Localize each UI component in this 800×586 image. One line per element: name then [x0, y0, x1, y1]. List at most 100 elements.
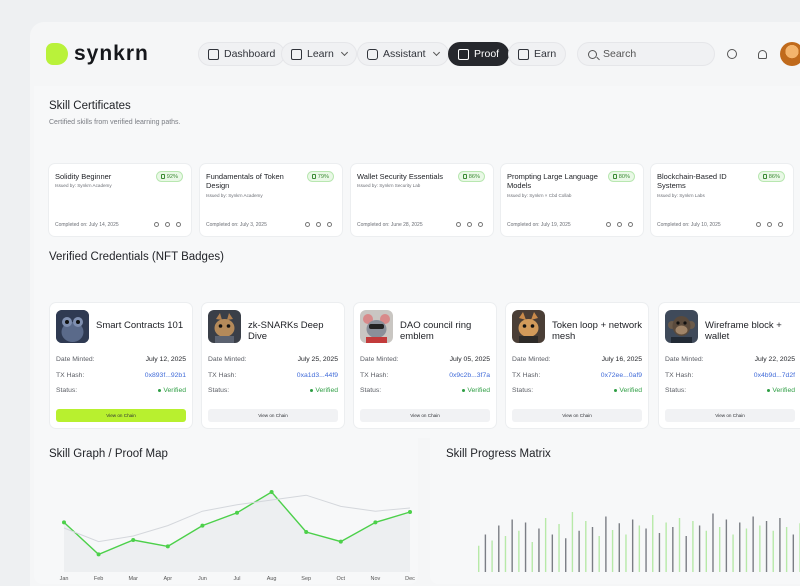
certificate-name: Blockchain-Based ID Systems — [657, 172, 727, 190]
progress-bar — [652, 515, 654, 572]
search-input[interactable]: Search — [577, 42, 715, 66]
certificate-icon — [612, 174, 617, 179]
nft-title: zk-SNARKs Deep Dive — [248, 320, 324, 342]
progress-bar — [745, 528, 748, 572]
logo-mark-icon — [46, 43, 68, 65]
tx-hash-link[interactable]: 0x9c2b...3f7a — [449, 372, 490, 379]
tx-hash-link[interactable]: 0xa1d3...44f9 — [296, 372, 338, 379]
download-icon[interactable] — [154, 222, 159, 227]
skill-graph-card: Skill Graph / Proof Map Jan Feb Mar Apr Jun J… — [34, 432, 418, 584]
nft-badge-card[interactable]: Token loop + network mesh Date Minted: Ju… — [506, 303, 648, 428]
download-icon[interactable] — [756, 222, 761, 227]
progress-bar — [538, 528, 540, 572]
progress-bar — [785, 527, 788, 572]
view-on-chain-button[interactable]: View on Chain — [665, 409, 795, 422]
status-dot-icon — [158, 388, 162, 392]
minted-date: July 12, 2025 — [145, 356, 186, 363]
view-on-chain-button[interactable]: View on Chain — [56, 409, 186, 422]
nft-image-monkey — [665, 310, 698, 343]
minted-label: Date Minted: — [665, 356, 704, 363]
verify-icon[interactable] — [478, 222, 483, 227]
share-icon[interactable] — [617, 222, 622, 227]
minted-row: Date Minted: July 12, 2025 — [56, 356, 186, 363]
certificate-card[interactable]: Solidity Beginner Issued by: Synkrn Acad… — [49, 164, 191, 236]
completion-date: Completed on: July 3, 2025 — [206, 222, 267, 228]
view-on-chain-button[interactable]: View on Chain — [512, 409, 642, 422]
progress-bar — [732, 534, 734, 572]
nav-learn[interactable]: Learn — [281, 42, 357, 66]
minted-label: Date Minted: — [56, 356, 95, 363]
settings-button[interactable] — [722, 44, 742, 64]
nft-badge-card[interactable]: Wireframe block + wallet Date Minted: Jul… — [659, 303, 800, 428]
share-icon[interactable] — [165, 222, 170, 227]
view-on-chain-button[interactable]: View on Chain — [208, 409, 338, 422]
progress-bar — [598, 536, 600, 572]
hash-label: TX Hash: — [56, 372, 85, 379]
hash-label: TX Hash: — [208, 372, 237, 379]
certificate-card[interactable]: Fundamentals of Token Design Issued by: … — [200, 164, 342, 236]
book-icon — [291, 48, 302, 60]
status-label: Status: — [665, 387, 687, 394]
verify-icon[interactable] — [327, 222, 332, 227]
certificate-actions — [456, 222, 483, 227]
certificate-name: Solidity Beginner — [55, 172, 112, 181]
nav-assistant-label: Assistant — [383, 48, 426, 60]
nft-title: Wireframe block + wallet — [705, 320, 782, 342]
logo-text: synkrn — [74, 42, 149, 65]
nav-proof[interactable]: Proof — [448, 42, 510, 66]
progress-bar — [645, 528, 647, 572]
progress-bar — [484, 534, 487, 572]
status-dot-icon — [614, 388, 618, 392]
tx-hash-link[interactable]: 0x4b9d...7d2f — [753, 372, 795, 379]
share-icon[interactable] — [467, 222, 472, 227]
tx-hash-link[interactable]: 0x72ee...0af9 — [600, 372, 642, 379]
progress-bar — [692, 521, 694, 572]
data-point — [408, 510, 412, 514]
wallet-icon — [518, 48, 529, 60]
progress-bar — [625, 534, 627, 572]
data-point — [131, 538, 136, 542]
hash-label: TX Hash: — [360, 372, 389, 379]
data-point — [165, 544, 170, 549]
verify-icon[interactable] — [176, 222, 181, 227]
nft-badge-card[interactable]: zk-SNARKs Deep Dive Date Minted: July 25,… — [202, 303, 344, 428]
nft-image-fox — [512, 310, 545, 343]
nft-badge-card[interactable]: DAO council ring emblem Date Minted: July… — [354, 303, 496, 428]
share-icon[interactable] — [316, 222, 321, 227]
document-icon — [458, 48, 469, 60]
certificate-card[interactable]: Prompting Large Language Models Issued b… — [501, 164, 643, 236]
tx-hash-link[interactable]: 0x893f...92b1 — [144, 372, 186, 379]
data-point — [235, 510, 239, 515]
notifications-button[interactable] — [752, 44, 772, 64]
minted-row: Date Minted: July 05, 2025 — [360, 356, 490, 363]
nft-badge-card[interactable]: Smart Contracts 101 Date Minted: July 12,… — [50, 303, 192, 428]
minted-label: Date Minted: — [208, 356, 247, 363]
status-label: Status: — [56, 387, 78, 394]
logo[interactable]: synkrn — [46, 42, 149, 66]
certificate-card[interactable]: Wallet Security Essentials Issued by: Sy… — [351, 164, 493, 236]
avatar[interactable] — [780, 42, 800, 66]
share-icon[interactable] — [767, 222, 772, 227]
nav-assistant[interactable]: Assistant — [357, 42, 449, 66]
bell-icon — [757, 49, 767, 59]
progress-bar — [565, 538, 567, 572]
x-tick-label: Dec — [405, 576, 415, 582]
progress-bar — [792, 534, 795, 572]
certificate-card[interactable]: Blockchain-Based ID Systems Issued by: S… — [651, 164, 793, 236]
download-icon[interactable] — [305, 222, 310, 227]
nav-earn-label: Earn — [534, 48, 557, 60]
verify-icon[interactable] — [778, 222, 783, 227]
x-tick-label: Nov — [371, 576, 381, 582]
completion-date: Completed on: July 10, 2025 — [657, 222, 721, 228]
verify-icon[interactable] — [628, 222, 633, 227]
view-on-chain-button[interactable]: View on Chain — [360, 409, 490, 422]
nav-earn[interactable]: Earn — [508, 42, 567, 66]
certificate-icon — [762, 174, 767, 179]
progress-bar — [605, 516, 607, 572]
download-icon[interactable] — [456, 222, 461, 227]
minted-label: Date Minted: — [512, 356, 551, 363]
nav-dashboard[interactable]: Dashboard — [198, 42, 286, 66]
progress-bar — [672, 527, 674, 572]
download-icon[interactable] — [606, 222, 611, 227]
status-text: Verified — [467, 387, 490, 394]
